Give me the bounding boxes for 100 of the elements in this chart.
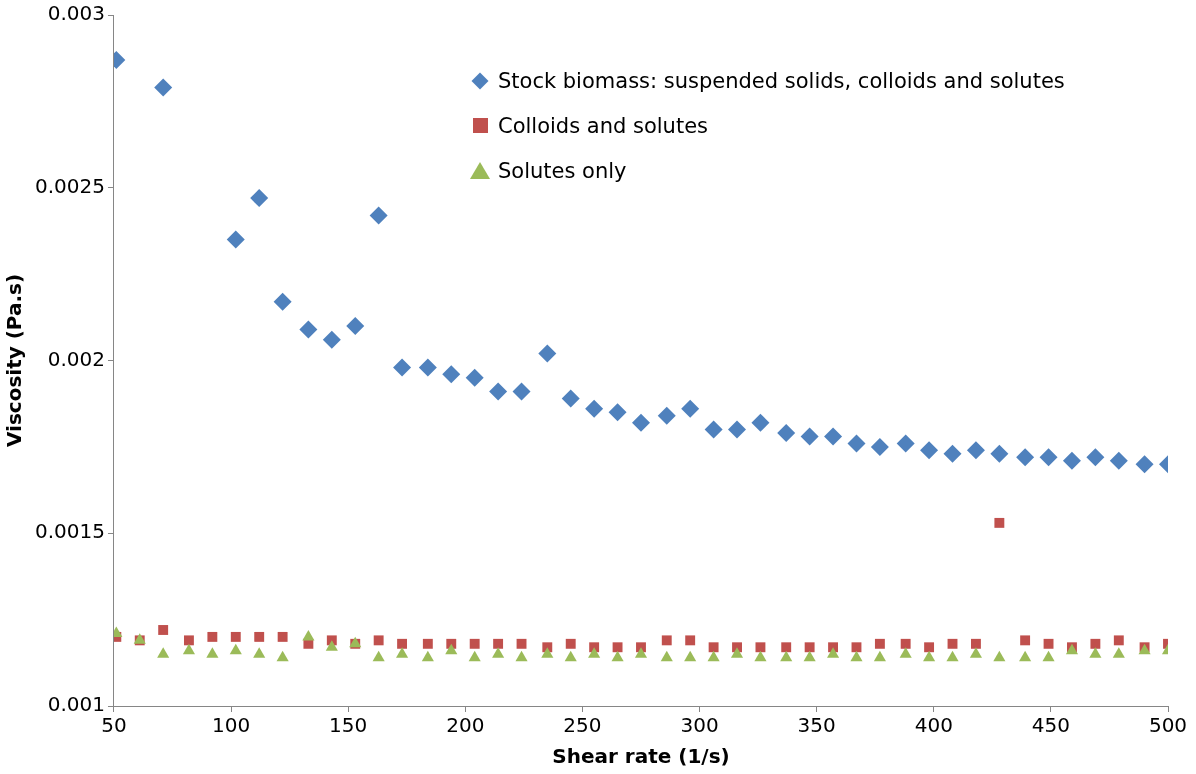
point <box>684 650 697 662</box>
x-tick-label: 150 <box>329 713 368 738</box>
point <box>970 638 981 649</box>
y-axis-title: Viscosity (Pa.s) <box>2 273 27 448</box>
point <box>493 638 504 649</box>
point <box>299 320 318 339</box>
point <box>900 638 911 649</box>
point <box>442 365 461 384</box>
point <box>993 650 1006 662</box>
point <box>1113 635 1124 646</box>
point <box>611 650 624 662</box>
point <box>254 631 265 642</box>
point <box>1109 451 1128 470</box>
point <box>631 413 650 432</box>
point <box>489 382 508 401</box>
point <box>1089 647 1102 658</box>
point <box>182 643 195 655</box>
point <box>754 650 767 662</box>
point <box>418 358 437 377</box>
point <box>612 642 623 653</box>
point <box>685 635 696 646</box>
point <box>634 647 648 658</box>
point <box>541 647 554 658</box>
point <box>273 292 292 311</box>
point <box>1062 451 1081 470</box>
point <box>804 642 815 653</box>
point <box>154 78 173 97</box>
point <box>994 517 1005 528</box>
x-tick-label: 500 <box>1148 713 1188 738</box>
point <box>707 650 720 662</box>
legend-label: Stock biomass: suspended solids, colloids and solutes <box>498 68 1065 93</box>
point <box>730 647 744 658</box>
x-tick-label: 400 <box>914 713 953 738</box>
point <box>277 631 288 642</box>
point <box>1042 650 1055 662</box>
point <box>302 629 315 641</box>
point <box>870 437 889 456</box>
legend-label: Colloids and solutes <box>498 113 709 138</box>
point <box>516 638 527 649</box>
point <box>608 403 627 422</box>
point <box>469 638 480 649</box>
legend-label: Solutes only <box>498 158 627 183</box>
point <box>1086 448 1105 467</box>
point <box>421 650 434 662</box>
x-tick-label: 100 <box>212 713 251 738</box>
x-tick-label: 350 <box>797 713 836 738</box>
point <box>943 444 962 463</box>
x-axis-title: Shear rate (1/s) <box>552 744 730 769</box>
point <box>899 647 912 658</box>
point <box>226 230 245 249</box>
point <box>253 647 266 658</box>
point <box>322 330 341 349</box>
point <box>924 642 935 653</box>
point <box>751 413 770 432</box>
point <box>1090 638 1101 649</box>
point <box>947 638 958 649</box>
point <box>969 647 982 658</box>
point <box>346 316 365 335</box>
point <box>250 189 269 208</box>
point <box>561 389 580 408</box>
point <box>512 382 531 401</box>
point <box>465 368 484 387</box>
y-tick-label: 0.0025 <box>35 173 105 198</box>
point <box>661 635 672 646</box>
point <box>657 406 676 425</box>
point <box>492 647 505 658</box>
point <box>874 638 885 649</box>
point <box>1016 448 1035 467</box>
point <box>372 650 385 662</box>
point <box>1020 635 1031 646</box>
point <box>780 650 793 662</box>
y-tick-label: 0.003 <box>47 1 105 26</box>
point <box>946 650 959 662</box>
point <box>781 642 792 653</box>
point <box>206 647 219 658</box>
point <box>373 635 384 646</box>
point <box>755 642 766 653</box>
point <box>229 643 242 655</box>
point <box>966 441 985 460</box>
point <box>824 427 843 446</box>
point <box>1039 448 1058 467</box>
point <box>276 650 289 662</box>
point <box>158 625 169 635</box>
point <box>847 434 866 453</box>
point <box>800 427 819 446</box>
point <box>422 638 433 649</box>
point <box>1043 638 1054 649</box>
point <box>538 344 557 363</box>
y-tick-label: 0.002 <box>47 346 105 371</box>
point <box>564 650 577 662</box>
x-tick-label: 200 <box>446 713 485 738</box>
point <box>708 642 719 653</box>
point <box>325 640 338 651</box>
point <box>468 650 481 662</box>
point <box>397 638 408 649</box>
point <box>826 647 840 658</box>
point <box>585 399 604 418</box>
point <box>515 650 528 662</box>
point <box>1135 455 1154 474</box>
point <box>183 635 194 646</box>
